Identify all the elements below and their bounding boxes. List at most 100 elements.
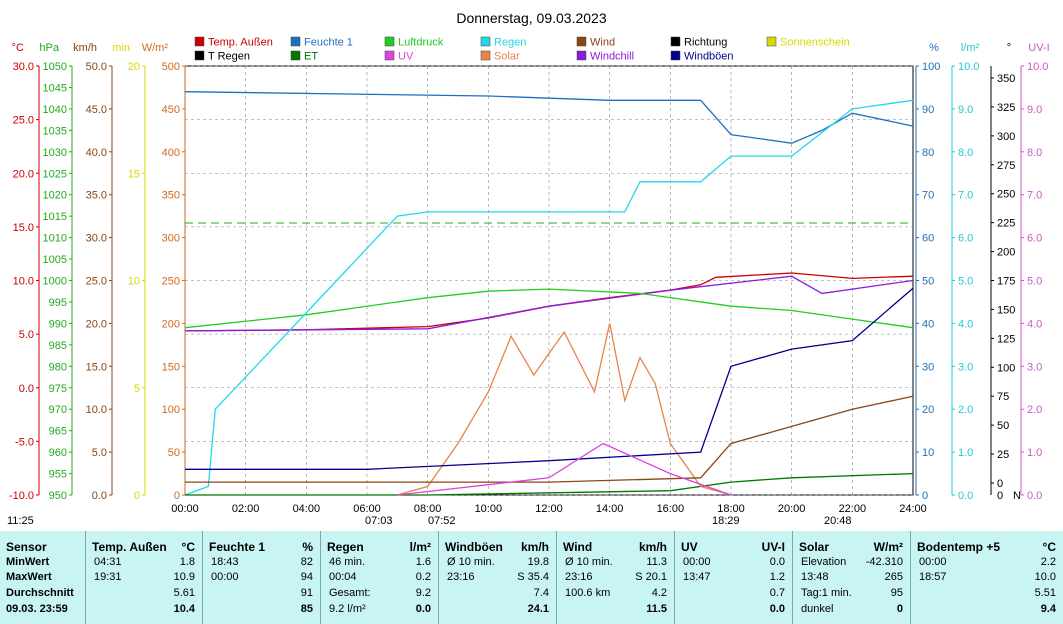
tick-label: 975 — [49, 383, 67, 395]
column-title: Temp. Außen — [92, 540, 167, 554]
tick-label: 0 — [174, 490, 180, 502]
table-row: 18:57 10.0 — [917, 571, 1060, 586]
tick-label: 1000 — [43, 276, 67, 288]
tick-label: 60 — [922, 233, 934, 245]
tick-label: 50.0 — [86, 61, 107, 73]
north-label: N — [1013, 490, 1021, 502]
x-tick-label: 04:00 — [293, 503, 321, 515]
tick-label: 350 — [997, 73, 1015, 85]
sunset-label: 20:48 — [824, 515, 852, 527]
tick-label: 955 — [49, 469, 67, 481]
legend-entry: Solar — [494, 51, 520, 63]
tick-label: 1030 — [43, 147, 67, 159]
tick-label: 3.0 — [1027, 361, 1042, 373]
legend-entry: ET — [304, 51, 318, 63]
series-feuchte-1 — [184, 91, 914, 144]
tick-label: 250 — [162, 276, 180, 288]
cell-value: 0.2 — [415, 571, 431, 583]
tick-label: 25 — [997, 449, 1009, 461]
tick-label: 7.0 — [1027, 190, 1042, 202]
tick-label: 325 — [997, 102, 1015, 114]
tick-label: 15.0 — [86, 361, 107, 373]
series-windchill — [184, 275, 914, 332]
table-row: 0.7 — [681, 587, 789, 602]
series-uv — [397, 442, 732, 496]
column-unit: °C — [181, 540, 195, 554]
cell-value: 10.9 — [173, 571, 195, 583]
tick-label: 20.0 — [13, 168, 34, 180]
sunrise-label: 07:52 — [428, 515, 456, 527]
legend-entry: Regen — [494, 37, 526, 49]
tick-label: 1010 — [43, 233, 67, 245]
axis-unit: ° — [1007, 42, 1011, 54]
legend-entry: Luftdruck — [398, 37, 444, 49]
tick-label: 35.0 — [86, 190, 107, 202]
cell-value: 11.3 — [646, 556, 667, 568]
axis-unit: l/m² — [961, 42, 980, 54]
column-header: Windböen km/h — [445, 540, 553, 554]
cell-label: 9.2 l/m² — [329, 603, 366, 615]
tick-label: 0 — [997, 478, 1003, 490]
cell-value: 265 — [884, 571, 903, 583]
legend-swatch — [576, 36, 587, 47]
tick-label: 1025 — [43, 168, 67, 180]
legend-swatch — [670, 36, 681, 47]
col-regen: Regen l/m² 46 min. 1.6 00:04 0.2 Gesamt: 9.2 9.2… — [320, 531, 439, 624]
tick-label: 50 — [922, 276, 934, 288]
tick-label: 275 — [997, 160, 1015, 172]
table-row: 23:16 S 20.1 — [563, 571, 671, 586]
tick-label: 200 — [162, 318, 180, 330]
tick-label: 10.0 — [1027, 61, 1048, 73]
tick-label: 5.0 — [1027, 276, 1042, 288]
cell-label: 23:16 — [565, 571, 593, 583]
legend-entry: UV — [398, 51, 414, 63]
tick-label: 125 — [997, 333, 1015, 345]
tick-label: 25.0 — [13, 115, 34, 127]
cell-value: 24.1 — [527, 603, 549, 615]
tick-label: -5.0 — [15, 436, 34, 448]
table-row: 9.2 l/m² 0.0 — [327, 603, 435, 618]
col-feuchte-1: Feuchte 1% 18:43 82 00:00 94 91 85 — [202, 531, 321, 624]
tick-label: 300 — [162, 233, 180, 245]
col-windb-en: Windböen km/h Ø 10 min. 19.8 23:16 S 35.4 7.4 2… — [438, 531, 557, 624]
column-title: Wind — [563, 540, 593, 554]
column-header: Wind km/h — [563, 540, 671, 554]
tick-label: 450 — [162, 104, 180, 116]
cell-value: 0.0 — [769, 603, 785, 615]
cell-value: 10.0 — [1034, 571, 1056, 583]
cell-value: S 35.4 — [517, 571, 549, 583]
legend-swatch — [480, 36, 491, 47]
col-bodentemp-5: Bodentemp +5 °C 00:00 2.2 18:57 10.0 5.51 9.4 — [910, 531, 1063, 624]
column-unit: l/m² — [409, 540, 431, 554]
x-tick-label: 22:00 — [839, 503, 867, 515]
tick-label: 75 — [997, 391, 1009, 403]
column-title: Feuchte 1 — [209, 540, 266, 554]
cell-label: Elevation — [801, 556, 847, 568]
table-row: Ø 10 min. 11.3 — [563, 556, 671, 571]
tick-label: 6.0 — [1027, 233, 1042, 245]
cell-label: 46 min. — [329, 556, 366, 568]
table-row: 13:47 1.2 — [681, 571, 789, 586]
series-regen — [184, 99, 914, 496]
legend-entry: Windböen — [684, 51, 734, 63]
tick-label: 0 — [134, 490, 140, 502]
col-solar: Solar W/m² Elevation -42.310 13:48 265 Tag:1 m… — [792, 531, 911, 624]
tick-label: 5.0 — [958, 276, 973, 288]
cell-value: 5.51 — [1034, 587, 1056, 599]
table-row: 23:16 S 35.4 — [445, 571, 553, 586]
cell-label: Ø 10 min. — [565, 556, 613, 568]
table-row: 24.1 — [445, 603, 553, 618]
cell-value: 0.7 — [769, 587, 785, 599]
sensor-header: Sensor — [6, 540, 47, 554]
table-row: 9.4 — [917, 603, 1060, 618]
tick-label: 30.0 — [86, 233, 107, 245]
cell-label: 00:00 — [683, 556, 711, 568]
tick-label: -10.0 — [9, 490, 34, 502]
tick-label: 0.0 — [19, 383, 34, 395]
tick-label: 5.0 — [92, 447, 107, 459]
axis-unit: °C — [12, 42, 24, 54]
tick-label: 400 — [162, 147, 180, 159]
tick-label: 40 — [922, 318, 934, 330]
x-tick-label: 02:00 — [232, 503, 260, 515]
tick-label: 970 — [49, 404, 67, 416]
